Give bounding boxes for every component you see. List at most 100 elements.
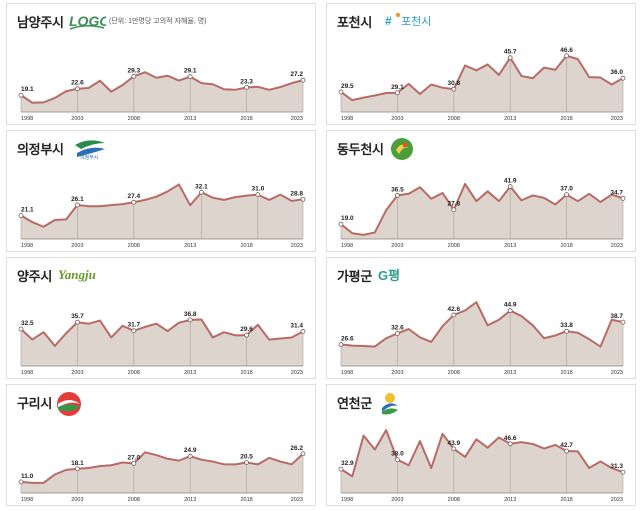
data-label: 29.6 (240, 326, 253, 333)
data-point (131, 73, 137, 79)
data-point (507, 184, 513, 189)
uijeongbu-logo: 의정부시 (73, 137, 107, 166)
x-tick-label: 2003 (391, 370, 403, 376)
data-label: 46.6 (504, 435, 517, 442)
x-tick-label: 2023 (291, 243, 303, 249)
panel-title: 양주시 (17, 269, 52, 284)
data-label: 29.1 (184, 68, 197, 75)
data-point (451, 446, 457, 452)
x-tick-label: 2008 (128, 370, 140, 376)
data-point (75, 319, 80, 325)
x-tick-label: 2023 (291, 370, 303, 376)
series-line (340, 429, 624, 478)
data-point (300, 196, 306, 202)
data-label: 42.6 (447, 306, 460, 313)
x-tick-label: 2003 (71, 243, 83, 249)
x-tick-label: 1998 (341, 116, 353, 122)
chart-svg: 26.6 32.6 42.6 44.9 33.8 38.7 1998 2003 2008 2013… (338, 301, 626, 376)
x-tick-label: 2023 (291, 116, 303, 122)
data-point (564, 328, 570, 334)
chart-panel-gapyeong: 가평군 G평 26.6 32.6 42.6 44.9 33.8 38.7 1998 2003 2… (326, 257, 636, 379)
data-point (300, 328, 306, 334)
svg-text:#: # (385, 14, 392, 28)
data-label: 43.9 (447, 440, 460, 447)
logo-text: 의정부시 (80, 154, 98, 161)
x-tick-label: 2023 (611, 370, 623, 376)
x-tick-label: 2013 (184, 497, 196, 503)
data-label: 26.2 (290, 445, 303, 452)
chart-svg: 32.9 38.0 43.9 46.6 42.7 31.3 1998 2003 2008 2013… (338, 429, 626, 503)
data-point (451, 312, 457, 318)
data-label: 32.6 (391, 324, 404, 331)
data-label: 29.1 (391, 84, 404, 91)
data-label: 29.3 (127, 67, 140, 74)
data-point (507, 308, 513, 314)
chart-panel-yeoncheon: 연천군 32.9 38.0 43.9 46.6 42.7 31.3 1998 2003 2008… (326, 384, 636, 506)
data-point (199, 189, 204, 195)
data-point (564, 192, 570, 197)
x-tick-label: 2008 (448, 497, 460, 503)
area-fill (21, 184, 303, 239)
x-tick-label: 1998 (341, 497, 353, 503)
data-label: 33.8 (560, 322, 573, 329)
x-tick-label: 2008 (448, 370, 460, 376)
data-label: 36.0 (610, 69, 623, 76)
data-point (564, 448, 570, 454)
guri-logo (55, 390, 83, 423)
x-tick-label: 2018 (560, 243, 572, 249)
data-label: 38.0 (391, 451, 404, 458)
data-point (75, 86, 80, 92)
x-tick-label: 2003 (391, 243, 403, 249)
chart-panel-guri: 구리시 11.0 18.1 27.0 24.9 20.5 26.2 1998 2003 2008… (6, 384, 316, 506)
x-tick-label: 2023 (291, 497, 303, 503)
x-tick-label: 2013 (184, 370, 196, 376)
data-label: 26.6 (341, 336, 354, 343)
data-label: 27.4 (127, 193, 140, 200)
x-tick-label: 2013 (504, 243, 516, 249)
logo-text: 포천시 (401, 14, 431, 28)
logo-text: LOGO (69, 13, 106, 29)
x-tick-label: 2013 (504, 497, 516, 503)
data-point (300, 451, 306, 457)
data-point (18, 92, 24, 98)
panel-title: 남양주시 (17, 15, 64, 30)
data-point (451, 86, 457, 92)
x-tick-label: 2003 (391, 116, 403, 122)
panel-title: 의정부시 (17, 142, 64, 157)
x-tick-label: 2008 (448, 116, 460, 122)
x-tick-label: 2018 (240, 370, 252, 376)
data-label: 38.7 (610, 313, 623, 320)
x-tick-label: 1998 (21, 116, 33, 122)
data-point (255, 192, 261, 197)
x-tick-label: 2018 (240, 497, 252, 503)
area-fill (341, 302, 623, 366)
chart-svg: 29.5 29.1 30.8 45.7 46.6 36.0 1998 2003 2008 2013… (338, 47, 626, 122)
area-fill (341, 183, 623, 239)
x-tick-label: 2018 (560, 116, 572, 122)
series-line (20, 71, 304, 104)
data-point (620, 319, 626, 325)
panel-title: 연천군 (337, 396, 372, 411)
series-line (340, 301, 624, 348)
chart-panel-yangju: 양주시 Yangju 32.5 35.7 31.7 36.8 29.6 31.4 1998 2… (6, 257, 316, 379)
chart-svg: 19.0 36.5 27.8 41.9 37.0 34.7 1998 2003 2008 2013… (338, 178, 626, 249)
x-tick-label: 1998 (21, 497, 33, 503)
x-tick-label: 2013 (184, 243, 196, 249)
data-point (131, 461, 137, 466)
data-point (620, 75, 626, 81)
data-point (620, 469, 626, 475)
data-label: 20.5 (240, 453, 253, 460)
data-label: 37.0 (560, 186, 573, 193)
data-label: 27.2 (290, 71, 303, 78)
x-tick-label: 2003 (71, 116, 83, 122)
logo-text: Yangju (58, 267, 96, 282)
data-point (507, 55, 513, 61)
data-point (131, 199, 137, 205)
x-tick-label: 2003 (391, 497, 403, 503)
x-tick-label: 2003 (71, 370, 83, 376)
series-line (20, 451, 304, 484)
series-line (20, 318, 304, 347)
gapyeong-logo: G평 (377, 265, 417, 290)
area-fill (341, 430, 623, 493)
data-point (244, 460, 250, 465)
